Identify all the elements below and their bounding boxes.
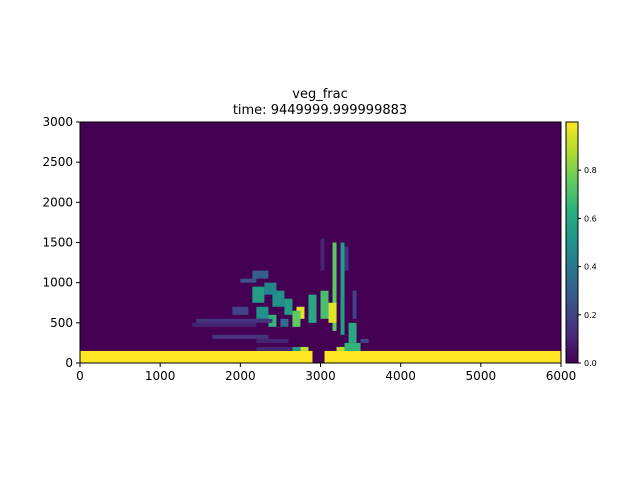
heatmap-cell (344, 246, 349, 271)
heatmap-cell (320, 238, 325, 271)
heatmap-cells (80, 238, 561, 363)
heatmap-cell (196, 318, 273, 323)
heatmap-cell (192, 322, 257, 327)
chart-subtitle: time: 9449999.999999883 (233, 103, 407, 118)
heatmap-cell (264, 282, 277, 295)
heatmap-cell (256, 306, 269, 319)
heatmap-cell (280, 318, 289, 327)
heatmap-cell (320, 290, 329, 319)
heatmap-cell (344, 342, 361, 351)
plot-area (79, 121, 562, 364)
x-axis: 0 1000 2000 3000 4000 5000 6000 (76, 363, 576, 383)
heatmap-cell (292, 310, 301, 327)
heatmap-cell (212, 334, 269, 339)
heatmap-cell (352, 290, 357, 319)
y-tick-label: 1500 (42, 236, 73, 250)
x-tick-label: 5000 (466, 369, 497, 383)
heatmap-cell (332, 242, 337, 331)
x-tick-label: 6000 (546, 369, 577, 383)
colorbar-tick-label: 0.2 (584, 311, 597, 320)
heatmap-cell (324, 350, 561, 363)
heatmap-cell (300, 346, 309, 351)
heatmap-cell (328, 302, 337, 323)
y-tick-label: 2500 (42, 155, 73, 169)
heatmap-cell (348, 322, 357, 343)
heatmap-cell (336, 346, 345, 351)
heatmap-cell (80, 350, 313, 363)
colorbar-ticks: 0.0 0.2 0.4 0.6 0.8 (578, 166, 597, 368)
y-tick-label: 0 (65, 356, 73, 370)
heatmap-cell (256, 338, 289, 343)
y-tick-label: 2000 (42, 195, 73, 209)
heatmap-cell (252, 270, 269, 279)
colorbar-tick-label: 0.4 (584, 263, 597, 272)
y-tick-label: 1000 (42, 276, 73, 290)
heatmap-cell (252, 286, 265, 303)
heatmap-cell (308, 294, 317, 323)
colorbar (565, 121, 579, 364)
y-axis: 0 500 1000 1500 2000 2500 3000 (42, 115, 80, 370)
heatmap-cell (240, 278, 257, 283)
heatmap-cell (340, 242, 345, 335)
chart-title: veg_frac (292, 87, 347, 102)
heatmap-cell (284, 298, 293, 315)
x-tick-label: 2000 (225, 369, 256, 383)
y-tick-label: 3000 (42, 115, 73, 129)
x-tick-label: 0 (76, 369, 84, 383)
colorbar-tick-label: 0.8 (584, 166, 597, 175)
heatmap-cell (272, 290, 285, 307)
heatmap-cell (360, 338, 369, 343)
colorbar-tick-label: 0.0 (584, 359, 597, 368)
heatmap-cell (292, 346, 301, 351)
x-tick-label: 3000 (305, 369, 336, 383)
x-tick-label: 4000 (385, 369, 416, 383)
x-tick-label: 1000 (145, 369, 176, 383)
heatmap-cell (256, 346, 293, 351)
colorbar-tick-label: 0.6 (584, 214, 597, 223)
y-tick-label: 500 (50, 316, 73, 330)
heatmap-cell (232, 306, 249, 315)
